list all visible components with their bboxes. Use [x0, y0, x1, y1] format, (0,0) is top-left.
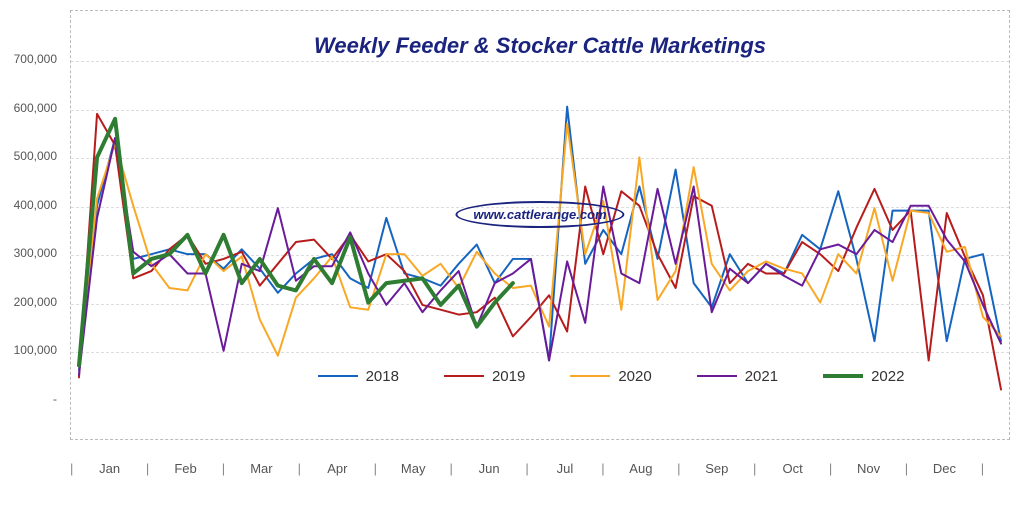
legend-label: 2020	[618, 368, 651, 385]
y-tick-label: 400,000	[0, 198, 57, 212]
y-tick-label: 600,000	[0, 101, 57, 115]
plot-area: Weekly Feeder & Stocker Cattle Marketing…	[70, 10, 1010, 440]
y-tick-label: 300,000	[0, 246, 57, 260]
x-axis: |Jan|Feb|Mar|Apr|May|Jun|Jul|Aug|Sep|Oct…	[70, 461, 1010, 487]
y-tick-label: 700,000	[0, 52, 57, 66]
legend-swatch	[570, 375, 610, 377]
x-separator: |	[981, 461, 984, 476]
y-tick-label: 200,000	[0, 295, 57, 309]
legend-item: 2020	[570, 368, 651, 385]
legend-swatch	[444, 375, 484, 377]
series-line-2021	[79, 138, 1001, 375]
x-tick-label: Oct	[756, 461, 829, 476]
y-axis: - 100,000 200,000 300,000 400,000 500,000 600,…	[0, 10, 65, 440]
legend-label: 2019	[492, 368, 525, 385]
legend-swatch	[318, 375, 358, 377]
x-tick-label: Sep	[681, 461, 754, 476]
legend-item: 2021	[697, 368, 778, 385]
legend-item: 2018	[318, 368, 399, 385]
legend-label: 2022	[871, 368, 904, 385]
x-tick-label: Feb	[149, 461, 222, 476]
legend-label: 2021	[745, 368, 778, 385]
x-tick-label: May	[377, 461, 450, 476]
x-tick-label: Mar	[225, 461, 298, 476]
watermark-badge: www.cattlerange.com	[455, 201, 624, 228]
y-tick-label: 100,000	[0, 343, 57, 357]
x-tick-label: Dec	[908, 461, 981, 476]
x-tick-label: Jul	[529, 461, 602, 476]
x-tick-label: Jan	[73, 461, 146, 476]
legend-swatch	[823, 374, 863, 378]
y-tick-label: -	[0, 392, 57, 406]
legend-item: 2019	[444, 368, 525, 385]
legend: 2018 2019 2020 2021 2022	[141, 361, 1023, 391]
watermark-text: www.cattlerange.com	[455, 201, 624, 228]
legend-swatch	[697, 375, 737, 377]
y-tick-label: 500,000	[0, 149, 57, 163]
x-tick-label: Nov	[832, 461, 905, 476]
chart-container: - 100,000 200,000 300,000 400,000 500,000 600,…	[0, 0, 1023, 509]
legend-label: 2018	[366, 368, 399, 385]
x-tick-label: Aug	[605, 461, 678, 476]
x-tick-label: Apr	[301, 461, 374, 476]
series-line-2018	[79, 107, 1001, 371]
x-tick-row: |Jan|Feb|Mar|Apr|May|Jun|Jul|Aug|Sep|Oct…	[70, 461, 1010, 476]
legend-item: 2022	[823, 368, 904, 385]
x-tick-label: Jun	[453, 461, 526, 476]
chart-title: Weekly Feeder & Stocker Cattle Marketing…	[71, 33, 1009, 59]
